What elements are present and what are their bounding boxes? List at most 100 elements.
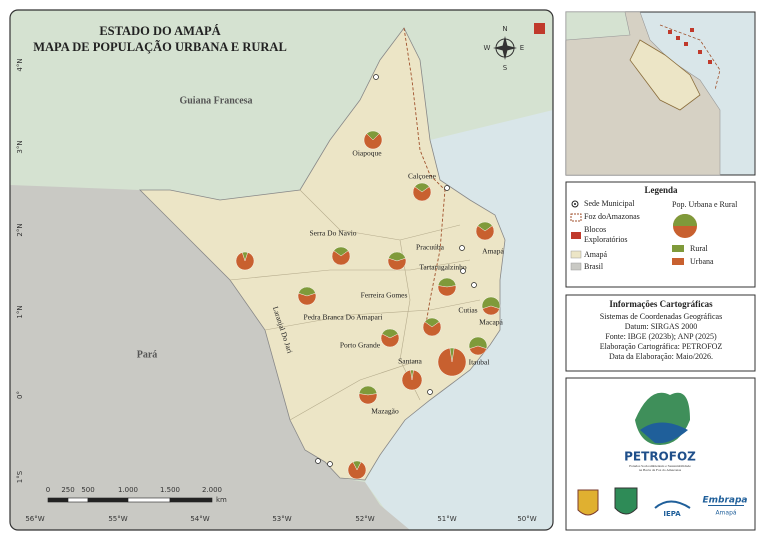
scale-segment <box>169 497 213 503</box>
info-line: Elaboração Cartográfica: PETROFOZ <box>600 342 723 351</box>
pie-slice-rural <box>437 277 457 288</box>
info-line: Data da Elaboração: Maio/2026. <box>609 352 713 361</box>
municipality-label: Oiapoque <box>352 149 382 158</box>
logo-tagline: na Bacia da Foz do Amazonas <box>639 468 682 472</box>
sede-municipal <box>315 458 321 464</box>
compass-label: N <box>502 25 507 33</box>
scale-label: 250 <box>61 486 74 494</box>
para-region <box>10 185 410 530</box>
pie-slice-rural <box>358 385 378 396</box>
logos: PETROFOZ Estudos Socioambientais e Suste… <box>565 377 756 531</box>
municipality-label: Amapá <box>482 247 504 256</box>
pie-slice-rural <box>481 296 501 310</box>
municipality-label: Serra Do Navio <box>309 229 356 238</box>
municipality-label: Calçoene <box>408 172 437 181</box>
title-line: MAPA DE POPULAÇÃO URBANA E RURAL <box>33 40 287 54</box>
legend-label: Foz doAmazonas <box>584 212 640 221</box>
scale-label: 1.500 <box>160 486 180 494</box>
logo-text: PETROFOZ <box>624 450 696 464</box>
pie-slice-urbana <box>297 292 317 306</box>
compass-label: W <box>484 44 491 52</box>
lat-label: 1°S <box>16 470 24 483</box>
region-label: Pará <box>137 349 158 360</box>
lat-label: 4°N <box>16 58 24 71</box>
logo-text: Embrapa <box>703 496 748 506</box>
foz-amazonas-boundary <box>403 27 446 331</box>
municipality-label: Cutias <box>458 306 477 315</box>
legend-label: Exploratórios <box>584 235 628 244</box>
pie-slice-urbana <box>437 347 467 377</box>
pie-slice-urbana <box>469 345 487 356</box>
amapa-state <box>139 27 506 481</box>
map-frame <box>9 9 554 531</box>
legend: Legenda Sede Municipal Foz doAmazonas Bl… <box>565 181 756 288</box>
lon-label: 54°W <box>190 515 209 523</box>
pie-slice-rural <box>468 336 488 350</box>
municipality-label: Ferreira Gomes <box>361 291 408 300</box>
legend-label: Urbana <box>690 257 714 266</box>
inset-map <box>565 11 756 176</box>
municipality-label: Pedra Branca Do Amapari <box>304 313 383 322</box>
pie-slice-urbana <box>437 285 457 297</box>
sede-municipal <box>373 74 379 80</box>
info-line: Sistemas de Coordenadas Geográficas <box>600 312 722 321</box>
compass-label: E <box>520 44 524 52</box>
pie-slice-urbana <box>475 225 495 241</box>
lon-label: 53°W <box>272 515 291 523</box>
scale-label: 2.000 <box>202 486 222 494</box>
info-line: Datum: SIRGAS 2000 <box>625 322 697 331</box>
sede-municipal <box>327 461 333 467</box>
population-pies: Oiapoque Calçoene Amapá Serra Do Navio Pracu… <box>235 130 504 480</box>
scale-bar: 0 250 500 1.000 1.500 2.000 km <box>46 486 227 504</box>
legend-label: Sede Municipal <box>584 199 635 208</box>
municipality-label: Porto Grande <box>340 341 381 350</box>
sede-municipal <box>471 282 477 288</box>
pie-slice-urbana <box>422 321 442 337</box>
legend-frame <box>565 181 756 288</box>
lon-label: 56°W <box>25 515 44 523</box>
municipality-label: Mazagão <box>371 407 399 416</box>
logo-tagline: Estudos Socioambientais e Sustentabilida… <box>629 464 691 468</box>
scale-label: 1.000 <box>118 486 138 494</box>
pie-slice-urbana <box>331 250 351 266</box>
compass-label: S <box>503 64 508 72</box>
municipality-label: Tartarugalzinho <box>419 263 467 272</box>
legend-label: Rural <box>690 244 709 253</box>
lon-label: 55°W <box>108 515 127 523</box>
logo-text: IEPA <box>663 510 681 518</box>
bloco-marker <box>534 23 545 34</box>
title-line: ESTADO DO AMAPÁ <box>99 24 220 38</box>
pie-slice-urbana <box>412 186 432 202</box>
municipality-label: Pracuúba <box>416 243 445 252</box>
sede-municipal <box>460 268 466 274</box>
municipality-label: Macapá <box>479 318 503 327</box>
lon-label: 52°W <box>355 515 374 523</box>
pie-slice-rural <box>388 251 406 262</box>
scale-label: 500 <box>81 486 94 494</box>
legend-label: Pop. Urbana e Rural <box>672 200 738 209</box>
legend-label: Brasil <box>584 262 604 271</box>
pie-slice-urbana <box>347 461 367 480</box>
compass: N S E W <box>484 25 525 72</box>
scale-segment <box>67 497 89 503</box>
region-label: Guiana Francesa <box>179 95 252 106</box>
legend-title: Legenda <box>644 185 678 195</box>
municipality-label: Itaubal <box>469 358 490 367</box>
info-line: Fonte: IBGE (2023b); ANP (2025) <box>605 332 717 341</box>
logo-text: Amapá <box>715 510 736 517</box>
lon-label: 51°W <box>437 515 456 523</box>
lat-label: 3°N <box>16 140 24 153</box>
pie-slice-urbana <box>401 369 423 391</box>
scale-label: 0 <box>46 486 50 494</box>
pie-slice-urbana <box>387 257 407 271</box>
ocean <box>365 110 553 530</box>
pie-slice-rural <box>298 286 316 297</box>
info-frame <box>565 294 756 372</box>
scale-segment <box>127 497 171 503</box>
scale-segment <box>87 497 129 503</box>
lat-label: 2°N <box>16 223 24 236</box>
lat-label: 0° <box>16 391 24 399</box>
municipality-label: Santana <box>398 357 422 366</box>
pie-slice-urbana <box>482 305 500 316</box>
main-map <box>10 10 553 530</box>
